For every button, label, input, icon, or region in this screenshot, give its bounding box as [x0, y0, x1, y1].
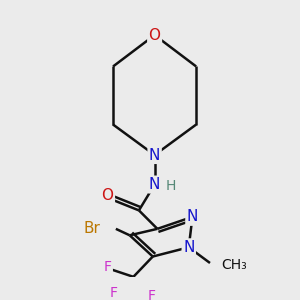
Text: H: H	[166, 179, 176, 194]
Text: CH₃: CH₃	[221, 258, 247, 272]
Text: O: O	[148, 28, 160, 43]
Text: N: N	[183, 240, 194, 255]
Text: O: O	[102, 188, 114, 203]
Text: N: N	[149, 148, 160, 163]
Text: N: N	[149, 177, 160, 192]
Text: F: F	[148, 289, 156, 300]
Text: F: F	[103, 260, 112, 274]
Text: N: N	[187, 209, 198, 224]
Text: Br: Br	[83, 221, 100, 236]
Text: F: F	[110, 286, 118, 300]
